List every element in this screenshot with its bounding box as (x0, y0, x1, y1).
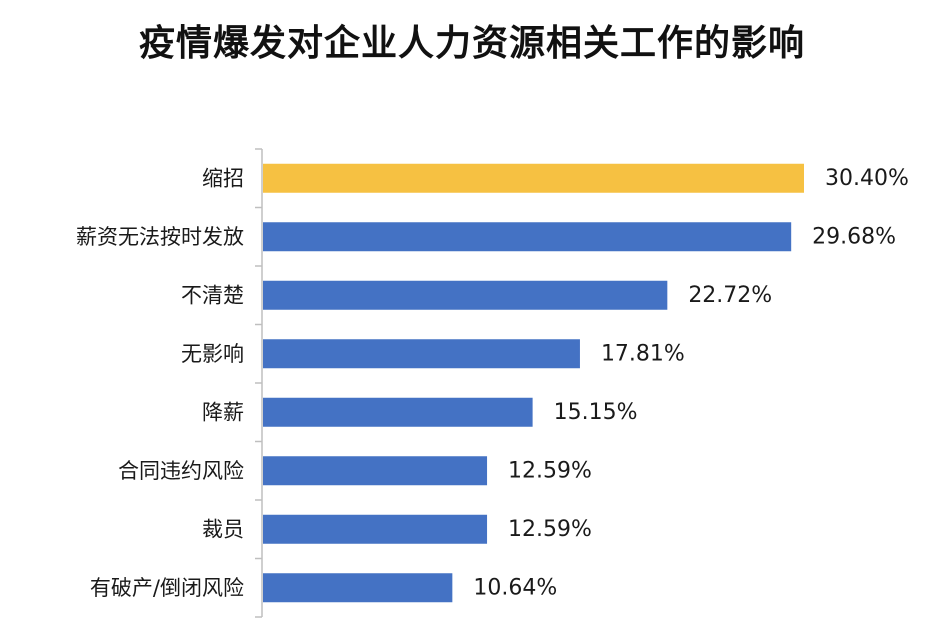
value-label: 22.72% (688, 283, 772, 308)
value-label: 17.81% (601, 341, 685, 366)
value-label: 10.64% (473, 575, 557, 600)
category-label: 有破产/倒闭风险 (90, 576, 244, 600)
value-label: 12.59% (508, 458, 592, 483)
value-label: 15.15% (554, 400, 638, 425)
bar (263, 339, 580, 369)
category-label: 薪资无法按时发放 (76, 225, 244, 249)
value-label: 29.68% (812, 224, 896, 249)
chart-title: 疫情爆发对企业人力资源相关工作的影响 (138, 23, 805, 64)
category-label: 降薪 (202, 400, 244, 424)
value-label: 12.59% (508, 517, 592, 542)
bar (263, 163, 804, 193)
bar (263, 514, 488, 544)
bar (263, 280, 668, 310)
bar (263, 397, 533, 427)
bar (263, 222, 792, 252)
category-label: 裁员 (202, 517, 244, 541)
bar (263, 573, 453, 603)
value-label: 30.40% (825, 166, 909, 191)
category-label: 合同违约风险 (118, 459, 244, 483)
category-label: 无影响 (181, 342, 244, 366)
bar (263, 456, 488, 486)
category-label: 不清楚 (181, 283, 244, 307)
category-label: 缩招 (202, 166, 244, 190)
